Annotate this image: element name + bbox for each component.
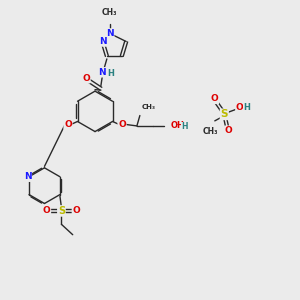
Text: CH₃: CH₃ <box>202 128 218 136</box>
Text: H: H <box>243 103 250 112</box>
Text: N: N <box>24 172 32 181</box>
Text: O: O <box>82 74 90 83</box>
Text: CH₃: CH₃ <box>141 103 155 109</box>
Text: H: H <box>181 122 188 131</box>
Text: O: O <box>72 206 80 215</box>
Text: O: O <box>118 120 126 129</box>
Text: O: O <box>211 94 218 103</box>
Text: S: S <box>58 206 65 216</box>
Text: H: H <box>107 69 114 78</box>
Text: N: N <box>99 68 106 77</box>
Text: N: N <box>106 29 114 38</box>
Text: OH: OH <box>170 122 184 130</box>
Text: S: S <box>220 109 228 119</box>
Text: CH₃: CH₃ <box>102 8 118 17</box>
Text: O: O <box>225 126 232 135</box>
Text: N: N <box>99 37 106 46</box>
Text: O: O <box>64 120 72 129</box>
Text: O: O <box>236 103 244 112</box>
Text: O: O <box>43 206 50 215</box>
